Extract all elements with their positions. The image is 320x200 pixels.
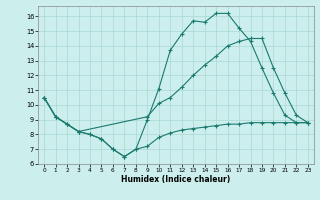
X-axis label: Humidex (Indice chaleur): Humidex (Indice chaleur) xyxy=(121,175,231,184)
